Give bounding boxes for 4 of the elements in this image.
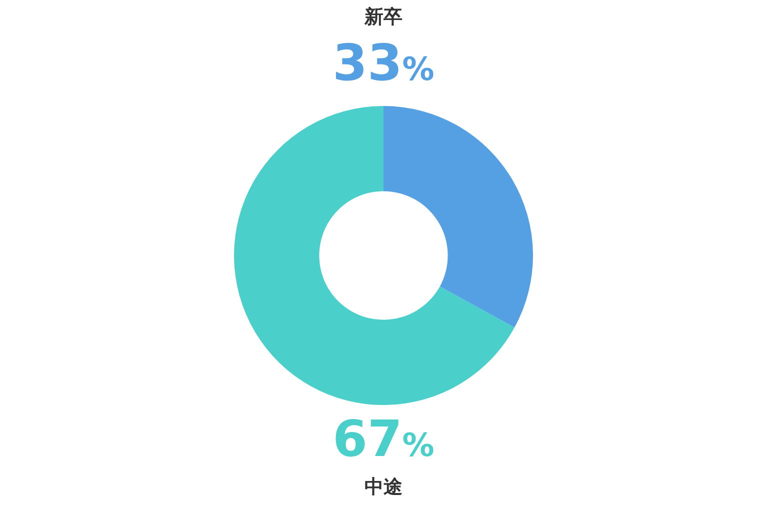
data-label: 67%	[332, 410, 436, 468]
data-label: 33%	[332, 34, 436, 92]
slice-label: 中途	[364, 475, 404, 500]
slice-label: 新卒	[363, 5, 404, 30]
